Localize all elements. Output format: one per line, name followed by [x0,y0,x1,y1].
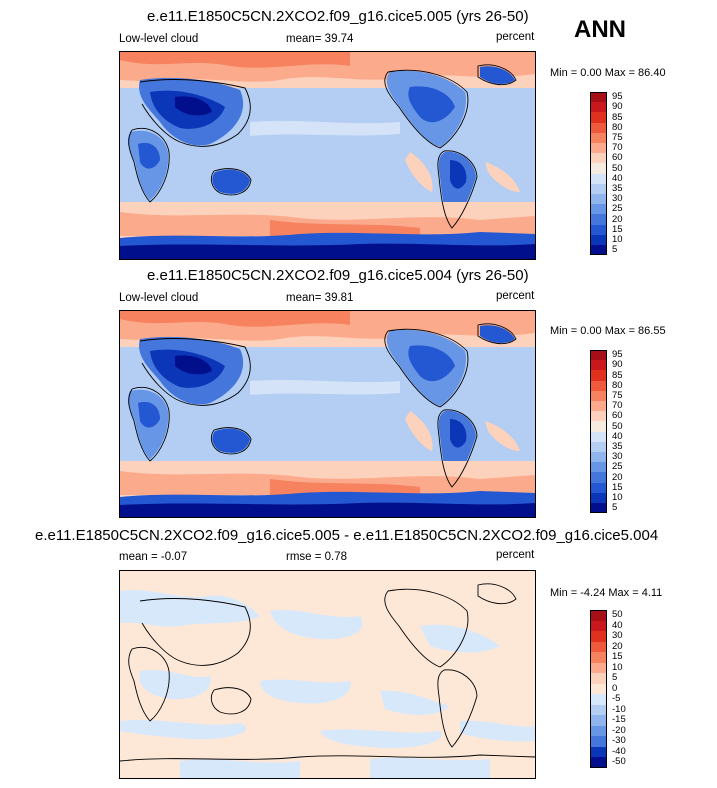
colorbar-label: 35 [612,440,623,452]
colorbar-label: 20 [612,471,623,483]
colorbar-label: 25 [612,461,623,473]
colorbar-label: -30 [612,735,626,747]
colorbar-label: -50 [612,756,626,768]
colorbar-label: 40 [612,619,623,631]
colorbar-label: 75 [612,131,623,143]
colorbar-label: 35 [612,182,623,194]
colorbar-label: 15 [612,651,623,663]
panel3-units-label: percent [496,549,535,561]
panel1-map [119,51,536,260]
panel3-rmse-label: rmse = 0.78 [286,551,348,563]
panel3-title: e.e11.E1850C5CN.2XCO2.f09_g16.cice5.005 … [35,527,659,544]
colorbar-label: 15 [612,223,623,235]
colorbar-label: -10 [612,703,626,715]
colorbar-label: 30 [612,193,623,205]
colorbar-frame [590,350,607,514]
colorbar-label: 60 [612,152,623,164]
colorbar-label: 10 [612,233,623,245]
colorbar-label: -5 [612,693,621,705]
colorbar-label: 10 [612,661,623,673]
colorbar-label: 20 [612,213,623,225]
panel3-mean-label: mean = -0.07 [119,551,188,563]
panel2-title: e.e11.E1850C5CN.2XCO2.f09_g16.cice5.004 … [147,267,529,284]
panel1-minmax: Min = 0.00 Max = 86.40 [550,67,666,79]
colorbar-label: 25 [612,203,623,215]
colorbar-label: 50 [612,420,623,432]
colorbar-label: 80 [612,379,623,391]
panel1-variable-label: Low-level cloud [119,33,199,45]
colorbar-label: 75 [612,389,623,401]
panel3-minmax: Min = -4.24 Max = 4.11 [550,587,663,599]
panel1-map-field [120,52,535,259]
colorbar-label: 90 [612,101,623,113]
colorbar-label: 70 [612,400,623,412]
colorbar-label: -15 [612,714,626,726]
panel3-map [119,570,536,779]
colorbar-label: 15 [612,481,623,493]
colorbar-label: 30 [612,630,623,642]
panel2-map-field [120,311,535,517]
colorbar-label: -40 [612,745,626,757]
colorbar-label: 30 [612,451,623,463]
colorbar-label: 40 [612,430,623,442]
colorbar-label: 0 [612,682,618,694]
panel2-variable-label: Low-level cloud [119,292,199,304]
panel1-mean-label: mean= 39.74 [286,33,354,45]
panel3-map-field [120,571,535,778]
colorbar-label: 20 [612,640,623,652]
colorbar-label: 70 [612,142,623,154]
colorbar-frame [590,92,607,256]
colorbar-label: 50 [612,609,623,621]
panel1-units-label: percent [496,31,535,43]
colorbar-label: 95 [612,349,623,361]
panel2-map [119,310,536,518]
panel2-minmax: Min = 0.00 Max = 86.55 [550,325,666,337]
season-label: ANN [574,16,626,43]
colorbar-label: 85 [612,369,623,381]
panel2-mean-label: mean= 39.81 [286,292,354,304]
colorbar-label: -20 [612,724,626,736]
colorbar-label: 80 [612,121,623,133]
colorbar-frame [590,610,607,768]
colorbar-label: 60 [612,410,623,422]
panel2-units-label: percent [496,290,535,302]
colorbar-label: 50 [612,162,623,174]
colorbar-label: 5 [612,244,618,256]
colorbar-label: 95 [612,91,623,103]
colorbar-label: 90 [612,359,623,371]
colorbar-label: 85 [612,111,623,123]
colorbar-label: 5 [612,502,618,514]
colorbar-label: 10 [612,491,623,503]
colorbar-label: 40 [612,172,623,184]
colorbar-label: 5 [612,672,618,684]
panel1-title: e.e11.E1850C5CN.2XCO2.f09_g16.cice5.005 … [147,8,529,25]
